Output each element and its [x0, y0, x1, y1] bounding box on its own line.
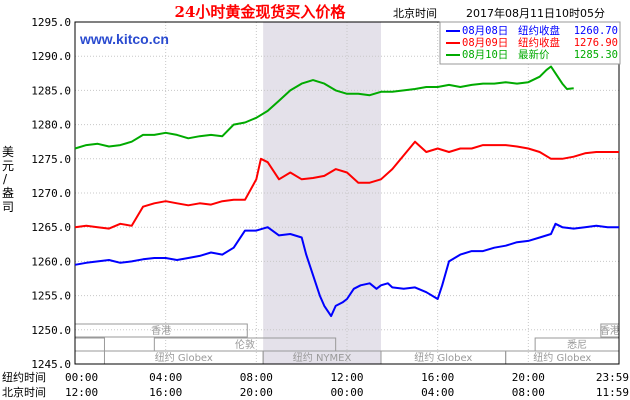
x-tick-label-ny: 04:00 [149, 371, 182, 384]
y-tick-label: 1270.0 [31, 187, 71, 200]
y-label-char-2: 元 [2, 159, 14, 173]
y-tick-label: 1285.0 [31, 84, 71, 97]
legend-date-1: 08月08日 [462, 25, 508, 37]
y-tick-label: 1265.0 [31, 221, 71, 234]
legend-value-3: 1285.30 [574, 49, 618, 61]
series-line-1 [74, 222, 619, 318]
y-tick-label: 1290.0 [31, 50, 71, 63]
y-axis-label: 美 元 / 盎 司 [2, 145, 14, 214]
y-label-char-1: 美 [2, 145, 14, 159]
bj-time-row-label: 北京时间 [2, 385, 46, 399]
legend-value-label-3: 最新价 [518, 48, 550, 61]
series-lines [74, 65, 619, 318]
y-label-char-3: / [3, 172, 8, 186]
market-bar-ny-nymex-label: 纽约 NYMEX [293, 351, 352, 364]
x-tick-label-ny: 08:00 [240, 371, 273, 384]
legend-value-2: 1276.90 [574, 37, 618, 49]
legend-date-2: 08月09日 [462, 37, 508, 49]
market-bar-sydney-label: 悉尼 [567, 339, 587, 351]
legend-value-label-1: 纽约收盘 [518, 24, 560, 37]
x-tick-label-ny: 12:00 [330, 371, 363, 384]
plot-frame [74, 21, 620, 365]
tick-labels: 1245.0 1250.0 1255.0 1260.0 1265.0 1270.0 1275… [31, 16, 629, 399]
market-bar-ny-globex-2-label: 纽约 Globex [414, 351, 472, 364]
ny-time-row-label: 纽约时间 [2, 370, 46, 384]
y-tick-label: 1280.0 [31, 119, 71, 132]
x-tick-label-bj: 08:00 [512, 386, 545, 399]
legend: 08月08日 纽约收盘 1260.70 08月09日 纽约收盘 1276.90 08月10日… [439, 21, 621, 65]
y-tick-label: 1260.0 [31, 255, 71, 268]
y-label-char-5: 司 [2, 200, 14, 214]
legend-date-3: 08月10日 [462, 49, 508, 61]
y-label-char-4: 盎 [2, 186, 14, 200]
legend-value-label-2: 纽约收盘 [518, 36, 560, 49]
series-line-3 [74, 65, 574, 150]
timezone-label: 北京时间 [393, 6, 437, 20]
x-tick-label-bj: 12:00 [65, 386, 98, 399]
x-tick-label-bj: 20:00 [240, 386, 273, 399]
y-tick-label: 1250.0 [31, 324, 71, 337]
chart-title: 24小时黄金现货买入价格 [175, 3, 347, 21]
x-tick-label-ny: 00:00 [65, 371, 98, 384]
y-tick-label: 1275.0 [31, 153, 71, 166]
x-tick-label-ny: 20:00 [512, 371, 545, 384]
x-tick-label-bj: 11:59 [596, 386, 629, 399]
legend-value-1: 1260.70 [574, 25, 618, 37]
x-tick-label-bj: 04:00 [421, 386, 454, 399]
market-bar-hongkong-label: 香港 [151, 325, 171, 337]
market-bar-london-label: 伦敦 [235, 338, 255, 351]
x-tick-label-ny: 16:00 [421, 371, 454, 384]
legend-box [439, 21, 621, 65]
x-tick-label-ny: 23:59 [596, 371, 629, 384]
timestamp: 2017年08月11日10时05分 [466, 6, 605, 20]
website-label[interactable]: www.kitco.cn [79, 31, 169, 47]
y-tick-label: 1245.0 [31, 358, 71, 371]
market-bar-left-stub [74, 337, 105, 352]
market-bar-ny-globex-label: 纽约 Globex [155, 351, 213, 364]
series-line-2 [74, 140, 619, 230]
y-tick-label: 1255.0 [31, 290, 71, 303]
market-bar-hongkong-2-label: 香港 [600, 325, 620, 337]
market-bar-ny-globex-3-label: 纽约 Globex [533, 351, 591, 364]
x-tick-label-bj: 00:00 [330, 386, 363, 399]
y-tick-label: 1295.0 [31, 16, 71, 29]
x-tick-label-bj: 16:00 [149, 386, 182, 399]
